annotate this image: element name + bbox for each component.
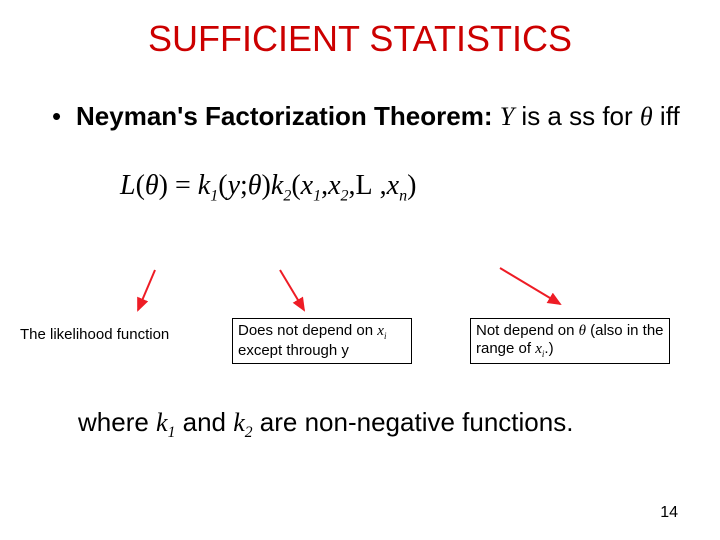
bullet-text: •Neyman's Factorization Theorem: Y is a …	[52, 100, 680, 134]
theorem-name: Neyman's Factorization Theorem:	[76, 101, 493, 131]
symbol-Y: Y	[500, 102, 514, 131]
bullet-part2: is a ss for	[514, 101, 640, 131]
page-title: SUFFICIENT STATISTICS	[0, 0, 720, 60]
annotation-k2: Not depend on θ (also in the range of xi…	[470, 318, 670, 364]
bullet-iff: iff	[653, 101, 680, 131]
annotation-k1: Does not depend on xi except through y	[232, 318, 412, 364]
equation: L(θ) = k1(y;θ)k2(x1,x2,L ,xn)	[120, 170, 720, 206]
annotation-likelihood: The likelihood function	[20, 326, 220, 344]
arrows-layer	[0, 0, 720, 540]
closing-text: where k1 and k2 are non-negative functio…	[78, 406, 660, 443]
symbol-theta: θ	[640, 102, 653, 131]
page-number: 14	[660, 504, 678, 522]
